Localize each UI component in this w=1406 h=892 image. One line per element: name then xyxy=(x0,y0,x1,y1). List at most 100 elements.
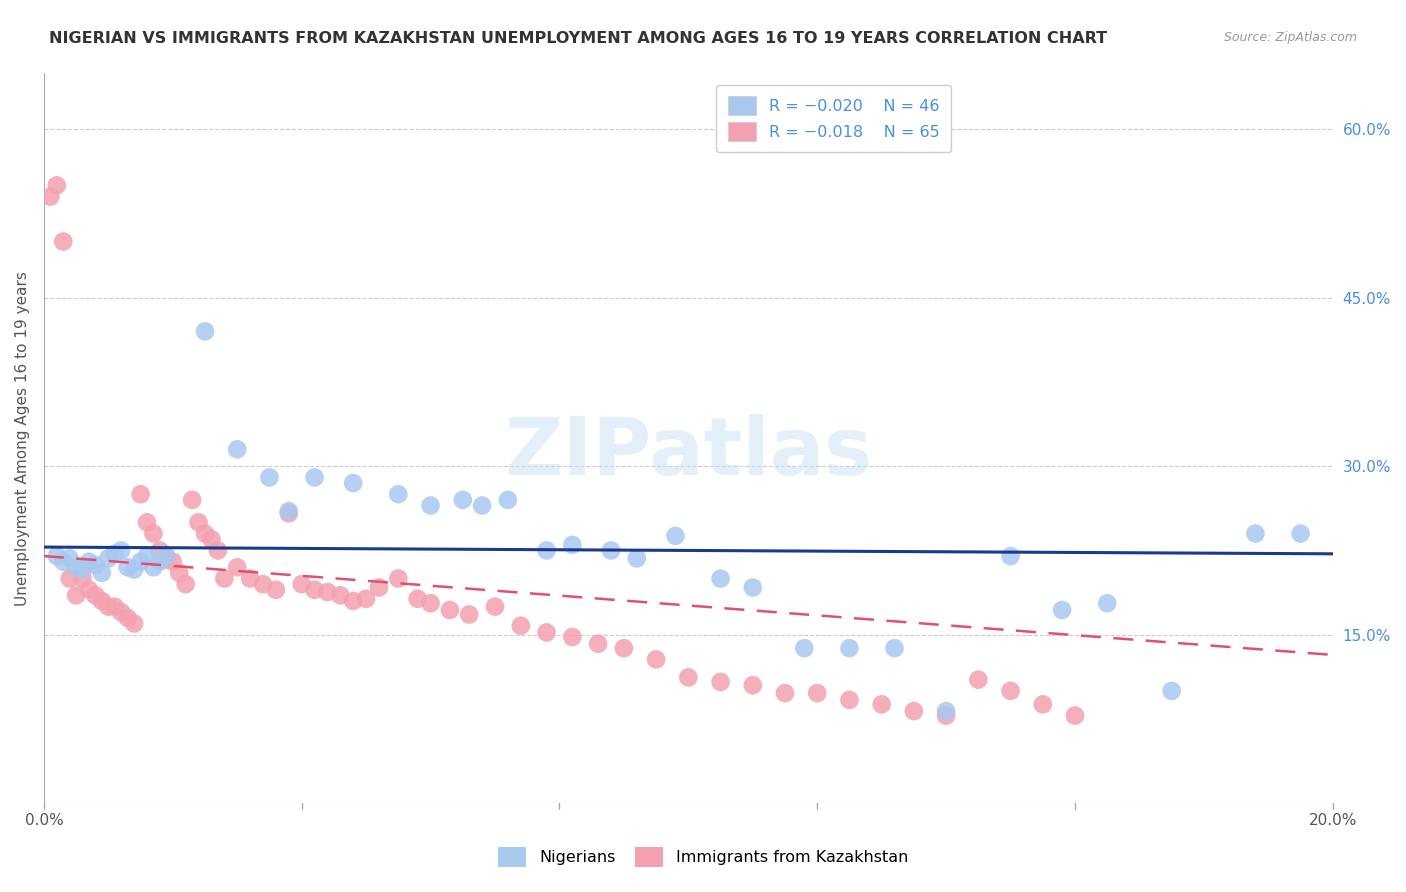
Point xyxy=(110,543,132,558)
Point xyxy=(72,562,94,576)
Point xyxy=(1095,596,1118,610)
Point xyxy=(387,572,409,586)
Point xyxy=(45,549,67,563)
Point xyxy=(45,178,67,193)
Point xyxy=(117,611,139,625)
Point xyxy=(59,572,82,586)
Point xyxy=(226,560,249,574)
Point xyxy=(1000,549,1022,563)
Point xyxy=(342,476,364,491)
Point xyxy=(419,499,441,513)
Point xyxy=(536,625,558,640)
Point xyxy=(181,492,204,507)
Point xyxy=(187,516,209,530)
Point xyxy=(586,637,609,651)
Point xyxy=(1064,708,1087,723)
Y-axis label: Unemployment Among Ages 16 to 19 years: Unemployment Among Ages 16 to 19 years xyxy=(15,270,30,606)
Point xyxy=(316,585,339,599)
Point xyxy=(214,572,236,586)
Point xyxy=(90,594,112,608)
Point xyxy=(903,704,925,718)
Point xyxy=(142,526,165,541)
Text: NIGERIAN VS IMMIGRANTS FROM KAZAKHSTAN UNEMPLOYMENT AMONG AGES 16 TO 19 YEARS CO: NIGERIAN VS IMMIGRANTS FROM KAZAKHSTAN U… xyxy=(49,31,1108,46)
Point xyxy=(39,189,62,203)
Point xyxy=(471,499,494,513)
Text: Source: ZipAtlas.com: Source: ZipAtlas.com xyxy=(1223,31,1357,45)
Point xyxy=(967,673,990,687)
Point xyxy=(439,603,461,617)
Point xyxy=(536,543,558,558)
Point xyxy=(561,630,583,644)
Point xyxy=(1289,526,1312,541)
Point xyxy=(122,562,145,576)
Point xyxy=(122,616,145,631)
Point xyxy=(1050,603,1073,617)
Point xyxy=(97,599,120,614)
Point xyxy=(484,599,506,614)
Legend: Nigerians, Immigrants from Kazakhstan: Nigerians, Immigrants from Kazakhstan xyxy=(485,835,921,880)
Point xyxy=(419,596,441,610)
Point xyxy=(838,693,860,707)
Point xyxy=(793,641,815,656)
Point xyxy=(155,549,177,563)
Point xyxy=(304,582,326,597)
Point xyxy=(664,529,686,543)
Point xyxy=(935,708,957,723)
Point xyxy=(65,560,87,574)
Point xyxy=(613,641,636,656)
Point xyxy=(226,442,249,457)
Point xyxy=(458,607,481,622)
Point xyxy=(1000,684,1022,698)
Point xyxy=(90,566,112,580)
Point xyxy=(129,487,152,501)
Point xyxy=(200,532,222,546)
Point xyxy=(561,538,583,552)
Point xyxy=(149,555,172,569)
Point xyxy=(870,698,893,712)
Point xyxy=(1244,526,1267,541)
Point xyxy=(509,618,531,632)
Point xyxy=(291,577,314,591)
Point xyxy=(709,572,731,586)
Point xyxy=(142,560,165,574)
Point xyxy=(110,605,132,619)
Point xyxy=(52,235,75,249)
Point xyxy=(207,543,229,558)
Point xyxy=(1160,684,1182,698)
Point xyxy=(368,581,391,595)
Point xyxy=(935,704,957,718)
Point xyxy=(77,555,100,569)
Point xyxy=(252,577,274,591)
Point xyxy=(806,686,828,700)
Point xyxy=(741,581,763,595)
Point xyxy=(72,572,94,586)
Point xyxy=(174,577,197,591)
Point xyxy=(709,674,731,689)
Point xyxy=(678,670,700,684)
Point xyxy=(264,582,287,597)
Point xyxy=(406,591,429,606)
Point xyxy=(84,558,107,572)
Point xyxy=(387,487,409,501)
Point xyxy=(162,555,184,569)
Point xyxy=(304,470,326,484)
Point xyxy=(65,588,87,602)
Point xyxy=(104,547,127,561)
Point xyxy=(354,591,377,606)
Point xyxy=(741,678,763,692)
Point xyxy=(77,582,100,597)
Point xyxy=(277,507,299,521)
Point xyxy=(645,652,668,666)
Point xyxy=(883,641,905,656)
Point xyxy=(117,560,139,574)
Point xyxy=(136,549,159,563)
Point xyxy=(496,492,519,507)
Legend: R = −0.020    N = 46, R = −0.018    N = 65: R = −0.020 N = 46, R = −0.018 N = 65 xyxy=(717,85,950,153)
Text: ZIPatlas: ZIPatlas xyxy=(505,414,873,491)
Point xyxy=(104,599,127,614)
Point xyxy=(52,555,75,569)
Point xyxy=(129,555,152,569)
Point xyxy=(194,324,217,338)
Point xyxy=(259,470,281,484)
Point xyxy=(838,641,860,656)
